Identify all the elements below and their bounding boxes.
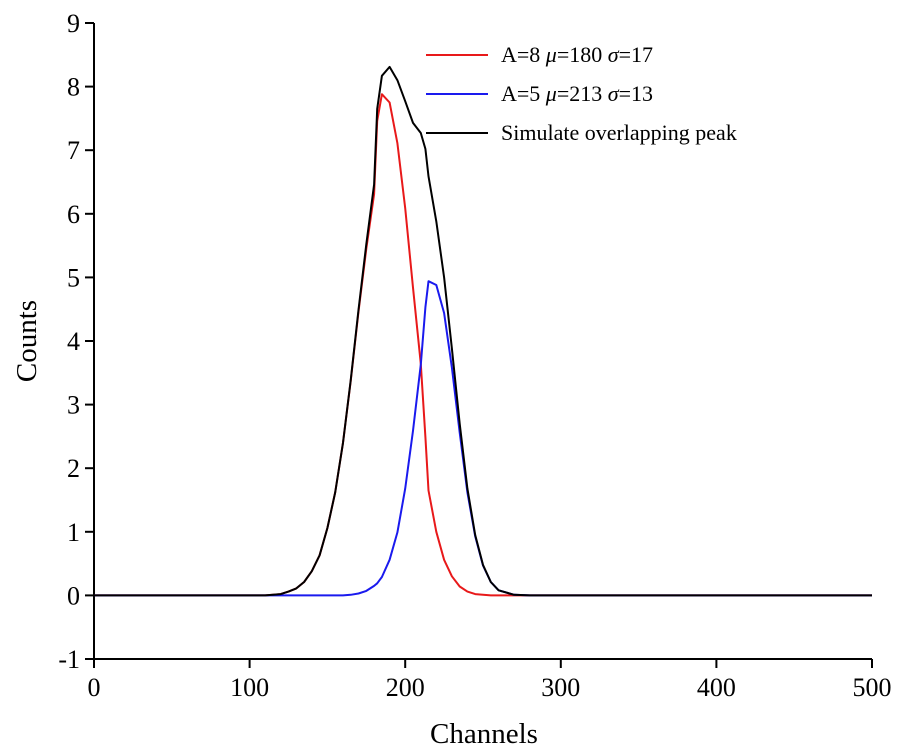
y-tick-label: 0 [67,581,80,610]
plot-lines [94,65,872,597]
legend: A=8 μ=180 σ=17 A=5 μ=213 σ=13 Simulate ove… [426,42,737,145]
y-tick-label: 4 [67,327,80,356]
legend-label: A=8 μ=180 σ=17 [501,42,653,67]
ticks: 0 100 200 300 400 500 -1 0 1 2 3 4 5 6 7 8 9 [58,9,891,702]
y-tick-label: 7 [67,136,80,165]
x-tick-label: 500 [853,673,892,702]
series-line-2 [94,280,872,597]
x-tick-label: 400 [697,673,736,702]
x-tick-label: 0 [88,673,101,702]
x-tick-label: 200 [386,673,425,702]
y-tick-label: -1 [58,645,80,674]
series-line-3 [94,65,872,597]
legend-label: A=5 μ=213 σ=13 [501,81,653,106]
legend-label: Simulate overlapping peak [501,120,737,145]
y-tick-label: 8 [67,73,80,102]
x-tick-label: 300 [541,673,580,702]
y-tick-label: 6 [67,200,80,229]
y-tick-label: 1 [67,518,80,547]
y-tick-label: 9 [67,9,80,38]
y-tick-label: 2 [67,454,80,483]
x-axis-title: Channels [430,718,538,750]
y-tick-label: 3 [67,391,80,420]
y-axis-title: Counts [11,300,43,382]
series-line-1 [94,93,872,597]
y-tick-label: 5 [67,263,80,292]
x-tick-label: 100 [230,673,269,702]
